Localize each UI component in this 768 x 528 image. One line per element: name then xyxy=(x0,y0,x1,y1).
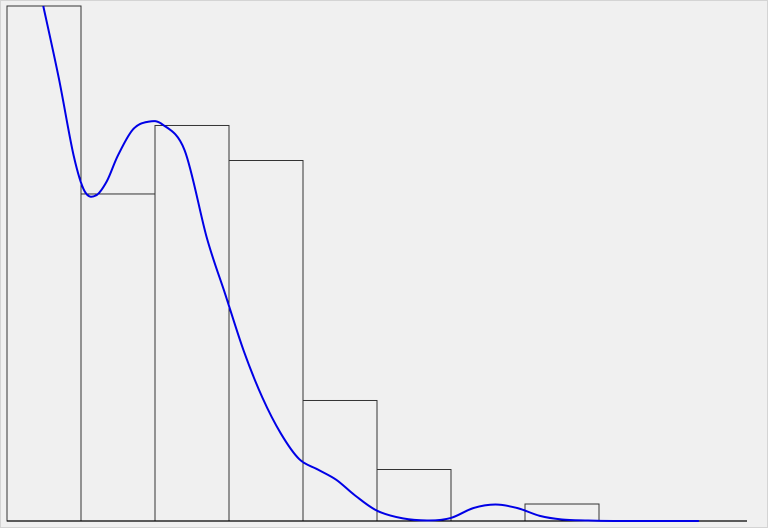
histogram-bar-8 xyxy=(524,503,600,522)
density-curve xyxy=(42,5,699,523)
histogram-bars xyxy=(6,5,600,522)
histogram-bar-1 xyxy=(6,5,82,522)
histogram-bar-6 xyxy=(376,469,452,522)
histogram-bar-2 xyxy=(80,193,156,522)
histogram-bar-3 xyxy=(154,124,230,522)
